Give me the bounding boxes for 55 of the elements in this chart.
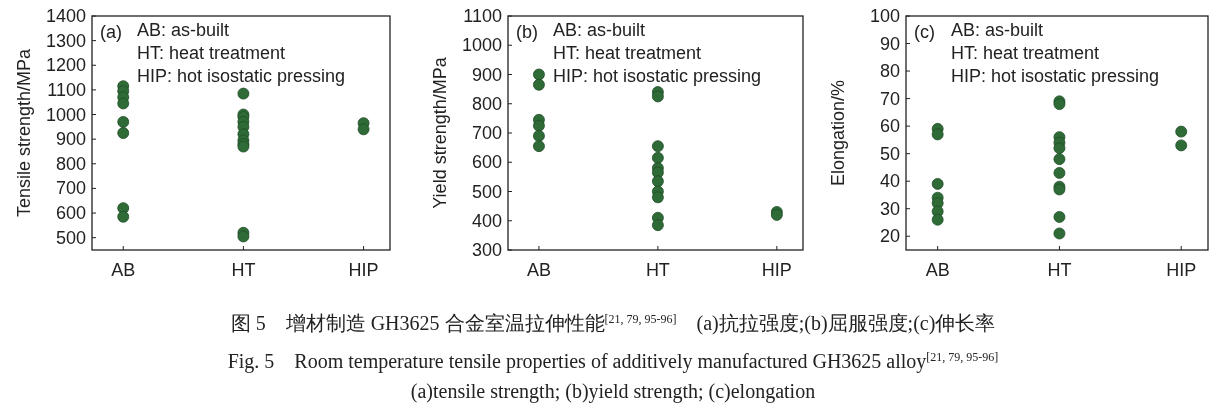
x-tick-label: HT bbox=[1047, 260, 1072, 280]
y-tick-label: 80 bbox=[879, 61, 900, 82]
annotation: (c) bbox=[914, 22, 935, 42]
x-tick-label: HIP bbox=[348, 260, 379, 280]
caption: Fig. 5 Room temperature tensile properties of additively manufactured GH3625 alloy$^{[21, 79, 95-96]}$ bbox=[227, 350, 999, 373]
y-tick-label: 50 bbox=[879, 143, 900, 164]
y-tick-label: 30 bbox=[879, 198, 900, 219]
y-tick-label: 1200 bbox=[45, 55, 86, 76]
annotation: (a) bbox=[100, 22, 122, 42]
y-tick-label: 40 bbox=[879, 171, 900, 192]
annotation: HIP: hot isostatic pressing bbox=[553, 66, 762, 86]
y-tick-label: 60 bbox=[879, 116, 900, 137]
x-tick-label: AB bbox=[111, 260, 136, 280]
annotation: AB: as-built bbox=[553, 20, 646, 40]
annotation: AB: as-built bbox=[951, 20, 1044, 40]
y-axis-title: Elongation/% bbox=[828, 79, 848, 187]
x-tick-label: HIP bbox=[761, 260, 792, 280]
annotation: HT: heat treatment bbox=[137, 43, 286, 63]
y-tick-label: 100 bbox=[869, 6, 900, 26]
y-tick-label: 700 bbox=[471, 123, 502, 143]
y-tick-label: 90 bbox=[879, 33, 900, 54]
annotation: AB: as-built bbox=[137, 20, 230, 40]
y-tick-label: 800 bbox=[55, 153, 86, 174]
x-tick-label: AB bbox=[526, 260, 551, 280]
y-tick-label: 1000 bbox=[461, 35, 502, 56]
y-tick-label: 900 bbox=[55, 129, 86, 150]
x-tick-label: HIP bbox=[1166, 260, 1197, 280]
y-tick-label: 70 bbox=[879, 88, 900, 109]
x-tick-label: AB bbox=[925, 260, 950, 280]
annotation: HT: heat treatment bbox=[553, 43, 702, 63]
y-axis-title: Yield strength/MPa bbox=[430, 56, 450, 209]
annotation: HIP: hot isostatic pressing bbox=[137, 66, 346, 86]
y-tick-label: 300 bbox=[471, 240, 502, 260]
y-tick-label: 600 bbox=[55, 203, 86, 224]
y-tick-label: 400 bbox=[471, 210, 502, 231]
y-axis-title: Tensile strength/MPa bbox=[14, 47, 34, 218]
annotation: HT: heat treatment bbox=[951, 43, 1100, 63]
y-tick-label: 1400 bbox=[45, 6, 86, 26]
y-tick-label: 1100 bbox=[47, 79, 86, 100]
x-tick-label: HT bbox=[231, 260, 256, 280]
y-tick-label: 1300 bbox=[45, 30, 86, 51]
y-tick-label: 900 bbox=[471, 64, 502, 85]
y-tick-label: 20 bbox=[879, 226, 900, 247]
y-tick-label: 500 bbox=[471, 181, 502, 202]
y-tick-label: 500 bbox=[55, 227, 86, 248]
y-tick-label: 600 bbox=[471, 152, 502, 173]
annotation: (b) bbox=[516, 22, 538, 42]
y-tick-label: 1000 bbox=[45, 104, 86, 125]
y-tick-label: 700 bbox=[55, 178, 86, 199]
text: (a)tensile strength; (b)yield strength; (c)elongation bbox=[410, 380, 816, 403]
y-tick-label: 800 bbox=[471, 93, 502, 114]
text: 图 5 增材制造 GH3625 合金室温拉伸性能$^{[21, 79, 95-96]}$ (a)抗拉强度;(b)屈服强度;(c)伸长率 bbox=[230, 312, 996, 334]
x-tick-label: HT bbox=[645, 260, 670, 280]
y-tick-label: 1100 bbox=[463, 6, 502, 26]
annotation: HIP: hot isostatic pressing bbox=[951, 66, 1160, 86]
